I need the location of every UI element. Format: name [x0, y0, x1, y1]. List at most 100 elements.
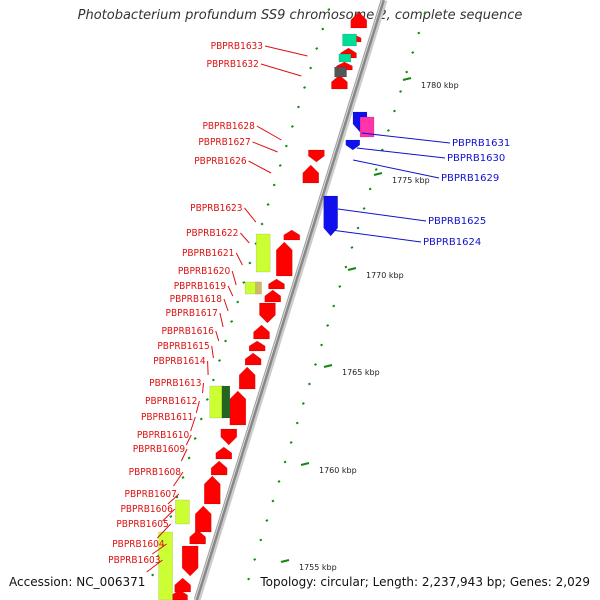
reverse-gene-arrow[interactable] [323, 195, 338, 237]
major-tick [300, 462, 310, 466]
gene-label-pbprb1627[interactable]: PBPRB1627 [198, 137, 250, 148]
inner-tick [284, 144, 288, 148]
rna-gene-box[interactable] [255, 233, 271, 273]
forward-gene-arrow[interactable] [350, 11, 368, 29]
forward-gene-arrow[interactable] [302, 164, 320, 184]
gene-label-pbprb1618[interactable]: PBPRB1618 [170, 294, 223, 305]
gene-label-pbprb1623[interactable]: PBPRB1623 [190, 203, 242, 214]
inner-tick [187, 456, 191, 460]
label-leader-line [264, 45, 308, 57]
inner-tick [169, 515, 173, 518]
inner-tick [260, 222, 264, 226]
gene-label-pbprb1613[interactable]: PBPRB1613 [149, 378, 201, 389]
rna-gene-box[interactable] [158, 531, 173, 600]
reverse-gene-arrow[interactable] [345, 139, 361, 151]
forward-gene-arrow[interactable] [194, 505, 212, 533]
gene-label-pbprb1612[interactable]: PBPRB1612 [145, 396, 197, 407]
map-title: Photobacterium profundum SS9 chromosome … [77, 8, 523, 23]
gene-label-pbprb1625[interactable]: PBPRB1625 [428, 216, 486, 227]
inner-tick [297, 105, 300, 109]
forward-gene-arrow[interactable] [215, 446, 233, 460]
label-leader-line [235, 252, 243, 266]
forward-gene-arrow[interactable] [229, 390, 247, 426]
forward-gene-arrow[interactable] [244, 352, 262, 366]
forward-gene-arrow[interactable] [264, 289, 281, 303]
gene-label-pbprb1610[interactable]: PBPRB1610 [137, 430, 190, 441]
gene-label-pbprb1617[interactable]: PBPRB1617 [166, 308, 218, 319]
label-leader-line [180, 448, 188, 462]
forward-gene-arrow[interactable] [248, 340, 266, 352]
gene-label-pbprb1606[interactable]: PBPRB1606 [120, 504, 173, 515]
outer-tick [399, 90, 403, 93]
gene-label-pbprb1609[interactable]: PBPRB1609 [133, 444, 186, 455]
forward-gene-arrow[interactable] [259, 302, 276, 324]
label-leader-line [167, 493, 180, 505]
forward-gene-arrow[interactable] [220, 428, 238, 446]
forward-gene-arrow[interactable] [204, 475, 221, 505]
label-leader-line [219, 312, 224, 328]
outer-tick [332, 304, 336, 308]
label-leader-line [356, 147, 446, 159]
gene-label-pbprb1629[interactable]: PBPRB1629 [441, 173, 499, 184]
gene-label-pbprb1608[interactable]: PBPRB1608 [129, 467, 182, 478]
forward-gene-arrow[interactable] [268, 278, 285, 290]
gene-labels[interactable]: PBPRB1633 PBPRB1632 PBPRB1628 PBPRB1627 PBPR… [108, 41, 510, 566]
outer-tick [314, 363, 317, 366]
scale-label-6: 1755 kbp [299, 563, 337, 572]
chromosome-backbone [193, 0, 388, 600]
forward-gene-arrow[interactable] [308, 149, 325, 163]
gene-label-pbprb1615[interactable]: PBPRB1615 [157, 341, 209, 352]
forward-gene-arrow[interactable] [238, 366, 256, 390]
rna-gene-box[interactable] [209, 385, 224, 419]
gene-label-pbprb1620[interactable]: PBPRB1620 [178, 266, 231, 277]
inner-tick [242, 281, 246, 284]
gene-label-pbprb1611[interactable]: PBPRB1611 [141, 412, 193, 423]
gene-label-pbprb1624[interactable]: PBPRB1624 [423, 237, 481, 248]
gene-label-pbprb1632[interactable]: PBPRB1632 [207, 59, 259, 70]
major-tick [402, 77, 412, 81]
inner-tick [248, 261, 252, 265]
teal-gene-box[interactable] [338, 53, 352, 63]
outer-tick [374, 168, 378, 171]
magenta-gene-box[interactable] [359, 116, 375, 138]
teal-gene-box[interactable] [342, 33, 357, 47]
forward-gene-arrow[interactable] [174, 577, 191, 593]
gene-label-pbprb1607[interactable]: PBPRB1607 [125, 489, 177, 500]
gene-label-pbprb1622[interactable]: PBPRB1622 [186, 228, 238, 239]
gene-label-pbprb1604[interactable]: PBPRB1604 [112, 539, 165, 550]
tan-gene-box[interactable] [255, 281, 262, 295]
gene-label-pbprb1628[interactable]: PBPRB1628 [202, 121, 255, 132]
gene-label-pbprb1626[interactable]: PBPRB1626 [194, 156, 247, 167]
outer-tick [307, 382, 311, 386]
outer-tick [259, 538, 263, 542]
gene-label-pbprb1616[interactable]: PBPRB1616 [161, 326, 214, 337]
rna-gene-box[interactable] [175, 499, 190, 525]
gene-label-pbprb1605[interactable]: PBPRB1605 [116, 519, 168, 530]
forward-gene-arrow[interactable] [276, 241, 293, 277]
gene-label-pbprb1633[interactable]: PBPRB1633 [211, 41, 263, 52]
label-leader-line [260, 63, 302, 77]
label-leader-line [353, 159, 440, 179]
outer-tick [405, 70, 409, 74]
scale-label-2: 1775 kbp [392, 176, 430, 185]
gene-label-pbprb1603[interactable]: PBPRB1603 [108, 555, 160, 566]
dark-green-gene-box[interactable] [221, 385, 231, 419]
label-leader-line [152, 543, 167, 555]
forward-gene-arrow[interactable] [283, 229, 301, 241]
gene-label-pbprb1630[interactable]: PBPRB1630 [447, 153, 505, 164]
inner-tick [181, 476, 185, 479]
scale-label-3: 1770 kbp [366, 271, 404, 280]
gene-label-pbprb1619[interactable]: PBPRB1619 [174, 281, 227, 292]
forward-gene-arrow[interactable] [210, 460, 228, 476]
inner-tick [175, 495, 179, 499]
forward-gene-arrow[interactable] [253, 324, 270, 340]
label-leaders [146, 45, 451, 573]
forward-gene-arrow[interactable] [189, 529, 206, 545]
gene-label-pbprb1614[interactable]: PBPRB1614 [153, 356, 206, 367]
label-leader-line [331, 229, 422, 243]
gray-gene-box[interactable] [334, 66, 347, 78]
gene-label-pbprb1631[interactable]: PBPRB1631 [452, 138, 510, 149]
forward-gene-arrow[interactable] [181, 545, 199, 577]
gene-label-pbprb1621[interactable]: PBPRB1621 [182, 248, 234, 259]
